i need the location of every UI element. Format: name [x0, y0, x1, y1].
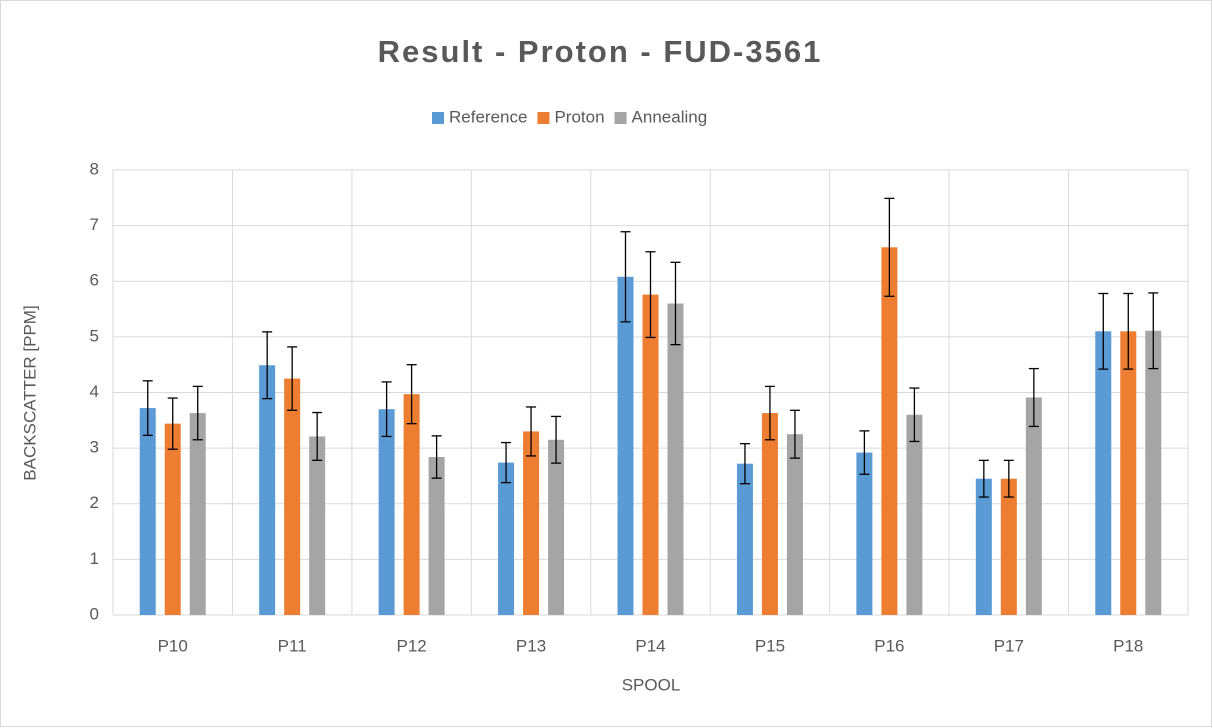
bar — [856, 452, 873, 615]
legend-label: Reference — [449, 107, 527, 126]
y-tick-label: 2 — [90, 493, 99, 512]
y-tick-label: 7 — [90, 215, 99, 234]
bar — [736, 463, 753, 615]
bar — [139, 408, 156, 615]
bar — [284, 378, 301, 615]
x-tick-label: P18 — [1113, 636, 1143, 655]
bar — [881, 247, 898, 615]
bar — [498, 462, 515, 615]
x-tick-label: P15 — [755, 636, 785, 655]
bar — [1000, 478, 1017, 615]
legend-label: Proton — [554, 107, 604, 126]
x-tick-label: P16 — [874, 636, 904, 655]
bar — [1145, 330, 1162, 615]
legend-swatch — [614, 112, 627, 124]
x-tick-label: P11 — [278, 636, 307, 655]
x-tick-label: P13 — [516, 636, 546, 655]
x-tick-label: P14 — [635, 636, 665, 655]
x-tick-label: P10 — [158, 636, 188, 655]
bar — [164, 423, 181, 615]
legend-label: Annealing — [632, 107, 708, 126]
bar — [617, 276, 634, 615]
bar — [309, 436, 326, 615]
bar — [1120, 331, 1137, 615]
bar — [761, 413, 778, 615]
bar — [548, 439, 565, 615]
bar — [189, 413, 206, 615]
y-axis-label: BACKSCATTER [PPM] — [20, 305, 39, 480]
chart-title: Result - Proton - FUD-3561 — [378, 34, 823, 69]
y-tick-label: 1 — [90, 549, 99, 568]
bar — [403, 394, 420, 615]
bar — [1025, 397, 1042, 615]
bar — [378, 409, 395, 615]
y-tick-label: 8 — [90, 159, 99, 178]
bar — [428, 457, 445, 615]
bar — [667, 303, 684, 615]
x-axis-label: SPOOL — [622, 675, 681, 694]
bar — [642, 294, 659, 615]
y-tick-label: 3 — [90, 438, 99, 457]
bar — [523, 431, 540, 615]
legend-swatch — [537, 112, 550, 124]
legend-swatch — [432, 112, 444, 124]
bar — [975, 478, 992, 615]
y-tick-label: 6 — [90, 271, 99, 290]
x-tick-label: P12 — [396, 636, 426, 655]
y-tick-label: 4 — [90, 382, 99, 401]
bar — [906, 414, 923, 615]
y-tick-label: 5 — [90, 326, 99, 345]
bar — [1095, 331, 1112, 615]
y-tick-label: 0 — [90, 604, 99, 623]
x-tick-label: P17 — [994, 636, 1024, 655]
bar — [786, 434, 803, 615]
bar — [259, 365, 276, 615]
